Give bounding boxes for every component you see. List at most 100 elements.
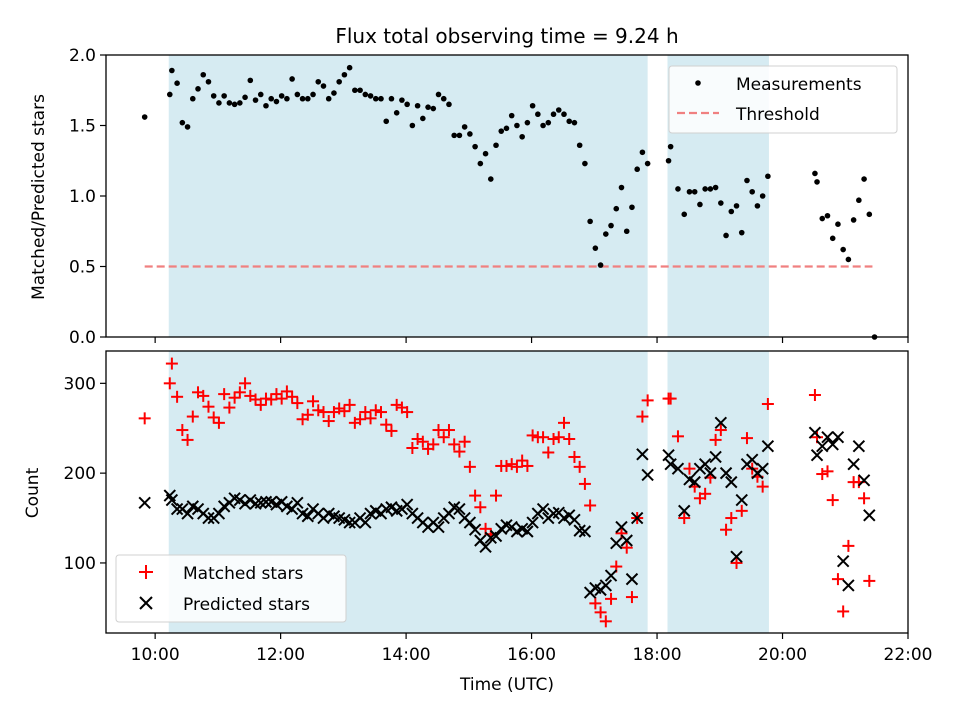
count-panel: 100 200 300 10:00 12:00 14:00 16:00 18:00 20:00… <box>23 350 933 695</box>
matched-star-point <box>584 499 597 512</box>
measurement-point <box>440 95 447 102</box>
matched-star-point <box>401 406 414 419</box>
measurement-point <box>686 188 693 195</box>
measurement-point <box>749 188 756 195</box>
matched-star-point <box>573 460 586 473</box>
matched-star-point <box>641 394 654 407</box>
predicted-star-point <box>852 439 866 453</box>
measurement-point <box>467 131 473 137</box>
measurement-point <box>299 95 306 102</box>
measurement-point <box>184 124 191 130</box>
predicted-star-point <box>400 498 414 511</box>
matched-star-point <box>375 406 388 419</box>
measurement-point <box>866 211 873 218</box>
matched-star-point <box>171 390 184 403</box>
predicted-star-point <box>821 431 834 444</box>
count-panel-x-axis-label: Time (UTC) <box>459 675 554 695</box>
matched-star-point <box>202 400 215 413</box>
predicted-star-point <box>625 572 639 586</box>
predicted-star-point <box>244 493 257 507</box>
measurement-point <box>829 235 836 242</box>
measurement-point <box>336 78 342 85</box>
matched-star-point <box>212 416 225 429</box>
measurement-point <box>378 95 384 102</box>
matched-star-point <box>312 404 325 417</box>
legend-predicted-marker <box>139 596 153 610</box>
matched-star-point <box>453 445 466 458</box>
legend-measurements-marker <box>695 80 701 86</box>
ratio-y-tick-label: 1.5 <box>69 117 96 137</box>
matched-star-point <box>578 477 591 490</box>
ratio-shaded-interval <box>168 55 648 337</box>
count-x-tick-label: 14:00 <box>382 645 431 665</box>
matched-star-point <box>265 393 278 406</box>
measurement-point <box>294 91 301 98</box>
measurement-point <box>195 86 201 92</box>
matched-star-point <box>526 429 539 442</box>
predicted-star-point <box>599 579 613 592</box>
ratio-panel-legend: Measurements Threshold <box>668 65 898 134</box>
matched-star-point <box>275 392 288 405</box>
predicted-star-point <box>761 439 775 453</box>
matched-star-point <box>442 424 455 437</box>
matched-star-point <box>594 606 607 619</box>
measurement-point <box>850 217 857 223</box>
predicted-star-point <box>620 534 633 547</box>
predicted-star-point <box>521 525 534 538</box>
matched-star-point <box>756 480 769 493</box>
matched-star-point <box>390 398 403 411</box>
matched-star-point <box>448 438 461 451</box>
measurement-point <box>216 100 222 106</box>
measurement-point <box>205 78 212 85</box>
matched-star-point <box>761 397 774 410</box>
measurement-point <box>535 111 541 118</box>
predicted-star-point <box>138 496 151 509</box>
predicted-star-point <box>831 431 845 444</box>
matched-star-point <box>138 412 151 425</box>
measurement-point <box>231 101 238 108</box>
matched-star-point <box>542 446 555 459</box>
matched-star-point <box>620 541 633 554</box>
measurement-point <box>305 95 311 102</box>
measurement-point <box>383 118 390 125</box>
count-panel-y-ticks: 100 200 300 <box>64 374 106 574</box>
measurement-point <box>409 122 416 129</box>
matched-star-point <box>301 408 314 421</box>
predicted-star-point <box>463 516 477 529</box>
matched-star-point <box>406 441 419 454</box>
matched-star-point <box>664 392 677 405</box>
predicted-star-point <box>578 525 592 538</box>
matched-star-point <box>254 398 267 411</box>
matched-star-point <box>599 615 612 628</box>
measurement-point <box>278 93 285 99</box>
measurement-point <box>252 97 259 103</box>
measurement-point <box>561 111 567 118</box>
measurement-point <box>587 218 593 225</box>
predicted-star-point <box>826 438 839 451</box>
matched-star-point <box>699 487 712 500</box>
matched-star-point <box>307 395 320 408</box>
matched-star-point <box>469 489 482 502</box>
predicted-star-point <box>181 507 194 520</box>
measurement-point <box>210 93 217 99</box>
matched-star-point <box>842 539 855 552</box>
predicted-star-point <box>671 462 685 475</box>
matched-star-point <box>740 432 753 445</box>
measurement-point <box>582 160 588 167</box>
matched-star-point <box>490 489 503 502</box>
count-panel-x-ticks: 10:00 12:00 14:00 16:00 18:00 20:00 22:00 <box>131 633 933 665</box>
matched-star-point <box>725 512 738 525</box>
predicted-star-point <box>385 501 398 514</box>
measurement-point <box>519 133 525 140</box>
matched-star-point <box>239 377 252 390</box>
measurement-point <box>707 186 714 192</box>
measurement-point <box>430 105 437 112</box>
matched-star-point <box>720 523 733 536</box>
count-shaded-interval <box>667 351 769 633</box>
measurement-point <box>320 83 327 89</box>
matched-star-point <box>709 433 722 446</box>
predicted-star-point <box>526 516 539 529</box>
matched-star-point <box>165 357 178 370</box>
predicted-star-point <box>479 540 492 553</box>
